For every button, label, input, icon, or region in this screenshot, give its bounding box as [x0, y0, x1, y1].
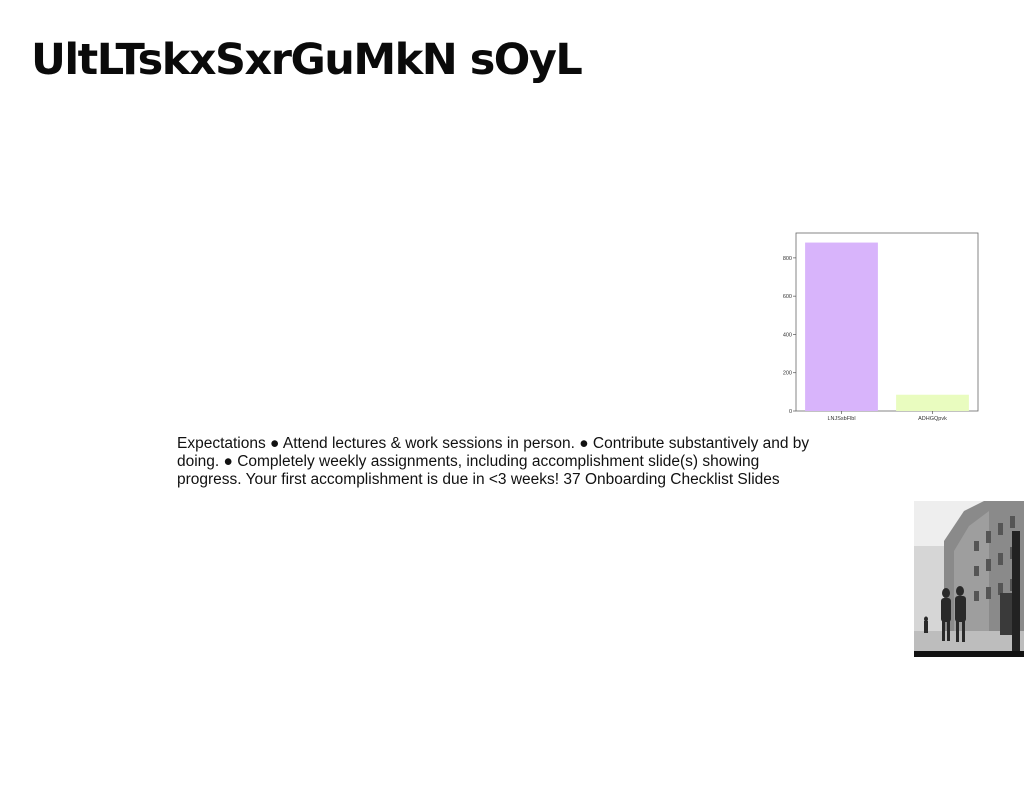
bar-chart: 0 200 400 600 800 LNJSsbFlbl ADHGQpvk: [783, 232, 979, 422]
slide-title: UltLTskxSxrGuMkN sOyL: [31, 35, 583, 85]
y-tick-label: 200: [783, 371, 792, 377]
y-tick-label: 400: [783, 332, 792, 338]
bar-LNJSsbFlbl: [805, 242, 878, 411]
y-tick-label: 800: [783, 256, 792, 262]
bar-ADHGQpvk: [896, 394, 969, 411]
bars: [805, 242, 969, 411]
street-photo-icon: [914, 501, 1024, 657]
y-axis: 0 200 400 600 800: [783, 256, 796, 415]
x-axis: LNJSsbFlbl ADHGQpvk: [827, 411, 947, 422]
plot-frame: [795, 232, 979, 412]
slide-body-text: Expectations ● Attend lectures & work se…: [177, 435, 810, 488]
y-tick-label: 600: [783, 294, 792, 300]
x-tick-label: ADHGQpvk: [918, 416, 947, 422]
y-tick-label: 0: [789, 409, 792, 415]
x-tick-label: LNJSsbFlbl: [827, 416, 855, 422]
